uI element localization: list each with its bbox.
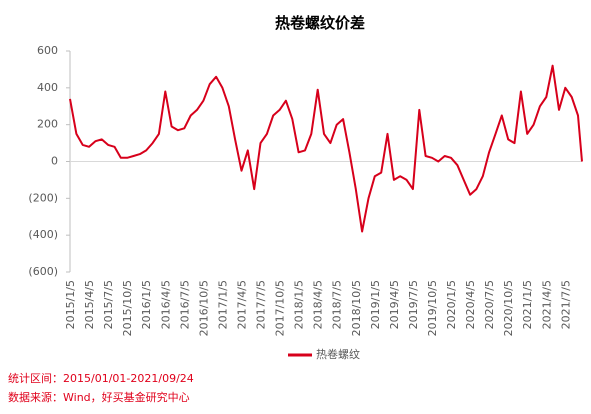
x-tick-label: 2020/1/5 <box>445 280 458 329</box>
note: 数据来源：Wind，好买基金研究中心 <box>8 390 190 404</box>
x-tick-label: 2018/10/5 <box>350 280 363 336</box>
x-tick-label: 2016/10/5 <box>197 280 210 336</box>
x-tick-label: 2017/7/5 <box>255 280 268 329</box>
data-line <box>69 64 583 233</box>
x-tick-label: 2018/7/5 <box>331 280 344 329</box>
x-tick-label: 2015/4/5 <box>83 280 96 329</box>
y-tick-label: 0 <box>51 155 58 168</box>
y-tick-label: 200 <box>37 118 58 131</box>
x-tick-label: 2018/4/5 <box>312 280 325 329</box>
x-tick-label: 2021/7/5 <box>559 280 572 329</box>
x-tick-label: 2021/1/5 <box>521 280 534 329</box>
x-tick-label: 2016/7/5 <box>178 280 191 329</box>
y-tick-label: (200) <box>28 191 58 204</box>
note: 统计区间：2015/01/01-2021/09/24 <box>8 372 194 385</box>
x-tick-label: 2015/1/5 <box>64 280 77 329</box>
legend-label: 热卷螺纹 <box>316 347 360 361</box>
x-tick-label: 2015/10/5 <box>121 280 134 336</box>
x-tick-label: 2018/1/5 <box>293 280 306 329</box>
x-tick-label: 2016/1/5 <box>140 280 153 329</box>
x-tick-label: 2017/4/5 <box>235 280 248 329</box>
x-tick-label: 2017/1/5 <box>216 280 229 329</box>
x-tick-label: 2021/4/5 <box>540 280 553 329</box>
x-tick-label: 2015/7/5 <box>102 280 115 329</box>
x-tick-label: 2019/4/5 <box>388 280 401 329</box>
y-tick-label: (600) <box>28 265 58 278</box>
y-tick-label: (400) <box>28 228 58 241</box>
x-tick-label: 2017/10/5 <box>274 280 287 336</box>
y-tick-label: 600 <box>37 44 58 57</box>
x-tick-label: 2020/7/5 <box>483 280 496 329</box>
x-tick-label: 2016/4/5 <box>159 280 172 329</box>
x-tick-label: 2020/10/5 <box>502 280 515 336</box>
x-tick-label: 2019/10/5 <box>426 280 439 336</box>
x-tick-label: 2020/4/5 <box>464 280 477 329</box>
chart-title: 热卷螺纹价差 <box>275 14 365 32</box>
x-tick-label: 2019/1/5 <box>369 280 382 329</box>
y-tick-label: 400 <box>37 81 58 94</box>
x-tick-label: 2019/7/5 <box>407 280 420 329</box>
